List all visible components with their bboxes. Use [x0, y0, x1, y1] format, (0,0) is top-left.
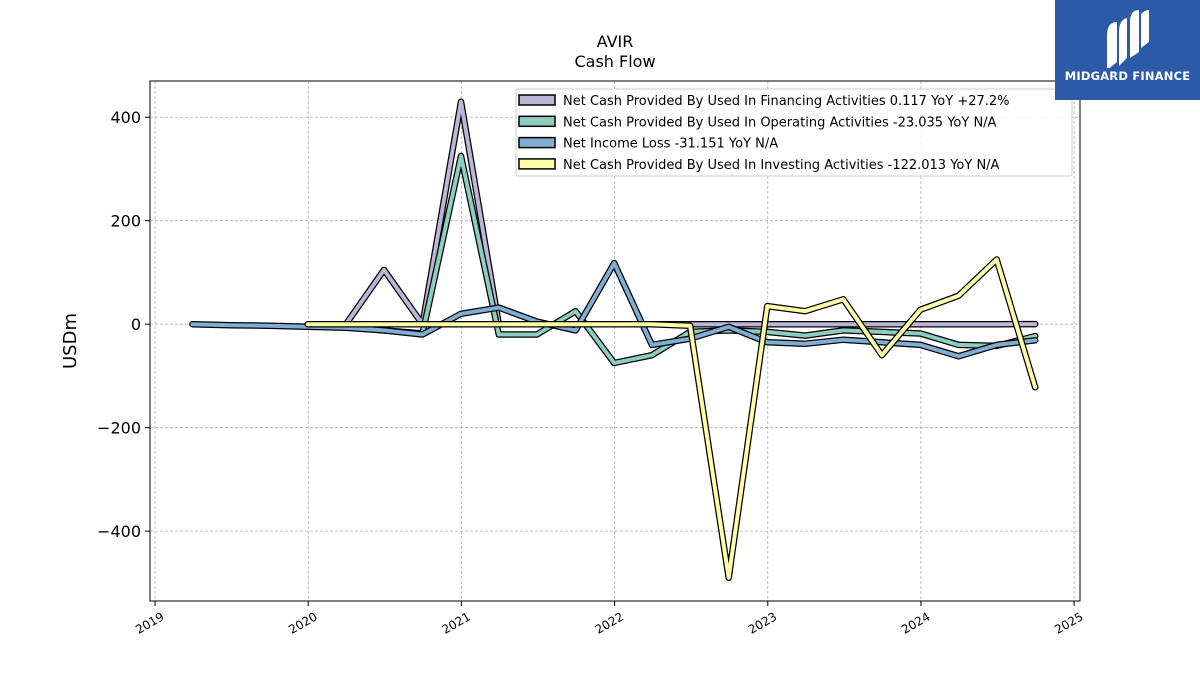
x-tick-label: 2019	[133, 609, 166, 636]
x-tick-label: 2024	[899, 609, 932, 636]
legend-swatch	[518, 136, 556, 149]
x-tick-label: 2025	[1052, 609, 1085, 636]
series-3	[189, 259, 1039, 360]
series-line	[190, 261, 1038, 359]
legend-entry: Net Cash Provided By Used In Operating A…	[563, 115, 997, 130]
legend-swatch	[518, 94, 556, 106]
y-tick-label: −400	[97, 522, 141, 541]
legend-entry: Net Income Loss -31.151 YoY N/A	[563, 137, 778, 152]
y-tick-label: 400	[110, 108, 141, 127]
legend-entry: Net Cash Provided By Used In Financing A…	[563, 94, 1010, 109]
y-tick-label: 200	[110, 212, 141, 231]
x-tick-label: 2020	[286, 609, 319, 636]
brand-logo: MIDGARD FINANCE	[1055, 0, 1200, 100]
y-tick-label: −200	[97, 419, 141, 438]
legend-entry: Net Cash Provided By Used In Investing A…	[563, 158, 1000, 173]
legend-box	[515, 88, 1073, 177]
legend-swatch	[518, 158, 556, 170]
x-tick-label: 2022	[593, 609, 626, 636]
series-line	[305, 257, 1038, 580]
legend-swatch	[518, 115, 556, 128]
legend: Net Cash Provided By Used In Financing A…	[515, 88, 1073, 177]
series-4	[304, 256, 1039, 581]
logo-text: MIDGARD FINANCE	[1064, 69, 1191, 83]
x-tick-label: 2021	[439, 609, 472, 636]
chart-subtitle: Cash Flow	[574, 52, 656, 71]
y-axis-label: USDm	[60, 313, 81, 369]
chart-title: AVIR	[596, 32, 634, 51]
x-tick-label: 2023	[746, 609, 779, 636]
logo-icon	[1107, 10, 1149, 68]
y-tick-label: 0	[131, 315, 141, 334]
